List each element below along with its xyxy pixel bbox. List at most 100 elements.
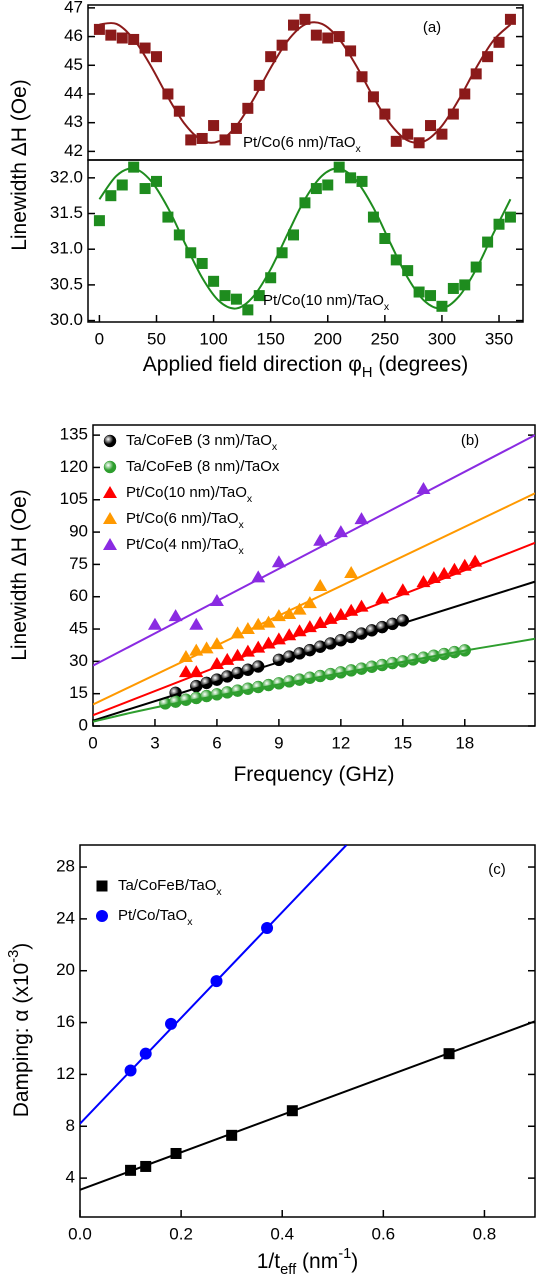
data-point [322,32,334,44]
legend-marker [96,910,108,922]
y-tick-label: 30.5 [50,274,83,293]
x-tick-label: 250 [371,329,399,348]
data-point [199,641,214,654]
data-point [288,19,300,31]
annotation: Pt/Co(10 nm)/TaOx [263,292,390,313]
legend-label-part: x [239,545,245,557]
y-tick-label: 15 [69,683,88,702]
y-tick-label: 31.5 [50,203,83,222]
data-point [354,512,369,525]
data-point [459,279,471,291]
legend-marker [103,538,117,550]
x-tick-label: 0.0 [68,1224,92,1243]
plot-area [93,161,516,316]
legend-marker [103,486,117,498]
data-point [447,282,459,294]
x-axis-label-part: -1 [338,1246,351,1262]
legend-label: Pt/Co(4 nm)/TaOx [126,536,245,557]
plot-frame [87,159,524,323]
data-point [208,120,220,132]
y-tick-label: 120 [60,457,88,476]
data-point [230,626,245,639]
y-axis-label-part: Linewidth ΔH (Oe) [8,489,31,661]
x-tick-label: 3 [150,733,159,752]
x-tick-label: 0.8 [473,1224,497,1243]
y-tick-label: 31.0 [50,239,83,258]
y-tick-label: 32.0 [50,167,83,186]
plot-area [80,845,535,1191]
data-point [288,229,300,241]
data-point [470,261,482,273]
plot-frame [92,424,536,727]
y-tick-label: 45 [69,619,88,638]
data-point [165,1017,177,1030]
legend-label-part: x [216,886,222,898]
data-point [139,42,151,54]
y-tick-label: 24 [56,908,75,927]
x-axis-label: Applied field direction φH (degrees) [143,353,468,381]
y-tick-label: 30 [69,651,88,670]
legend-label-part: x [187,916,193,928]
x-tick-label: 100 [199,329,227,348]
data-point [219,290,231,302]
x-axis-label-part: (nm [296,1250,338,1273]
data-point [162,211,174,223]
x-tick-label: 300 [428,329,456,348]
x-tick-label: 0.4 [270,1224,294,1243]
legend-marker [103,460,117,474]
legend-label-part: x [247,493,253,505]
y-axis-label-part: Linewidth ΔH (Oe) [8,79,31,251]
data-point [302,596,317,609]
data-point [333,31,345,43]
data-point [226,1129,238,1141]
y-tick-label: 75 [69,554,88,573]
fit-line [93,434,535,667]
data-point [276,39,288,51]
data-point [196,132,208,144]
y-tick-label: 44 [64,83,83,102]
data-point [230,293,242,305]
annotation-part: Pt/Co(6 nm)/TaO [243,134,356,151]
x-tick-label: 0.6 [372,1224,396,1243]
y-axis-label-part: ) [10,943,33,950]
data-point [128,161,140,173]
y-tick-label: 43 [64,112,83,131]
data-point [162,88,174,100]
data-point [173,105,185,117]
data-point [116,32,128,44]
fit-line [93,637,535,723]
data-point [116,179,128,191]
data-point [105,29,117,41]
data-point [185,247,197,259]
y-tick-label: 47 [64,0,83,16]
data-point [299,197,311,209]
annotation-part: x [384,301,390,313]
x-tick-label: 0 [95,329,104,348]
x-tick-label: 350 [485,329,513,348]
data-point [105,190,117,202]
x-tick-label: 9 [274,733,283,752]
data-point [504,13,516,25]
data-point [482,236,494,248]
x-axis-label-part: Frequency (GHz) [233,763,394,786]
plot-area [93,13,516,149]
data-point [459,88,471,100]
legend-label-part: x [272,441,278,453]
legend-label-part: Ta/CoFeB (8 nm)/TaOx [126,458,280,475]
legend-label-part: x [239,519,245,531]
legend-marker [96,880,108,892]
data-point [413,286,425,298]
data-point [253,79,265,91]
legend-label-part: Ta/CoFeB/TaO [118,877,216,894]
data-point [345,172,357,184]
panel-label: (a) [423,19,441,36]
legend-label: Pt/Co(6 nm)/TaOx [126,510,245,531]
data-point [147,617,162,630]
y-tick-label: 30.0 [50,310,83,329]
fit-line [93,492,535,706]
data-point [504,211,516,223]
data-point [345,45,357,57]
legend-label-part: Ta/CoFeB (3 nm)/TaO [126,432,272,449]
data-point [251,570,266,583]
